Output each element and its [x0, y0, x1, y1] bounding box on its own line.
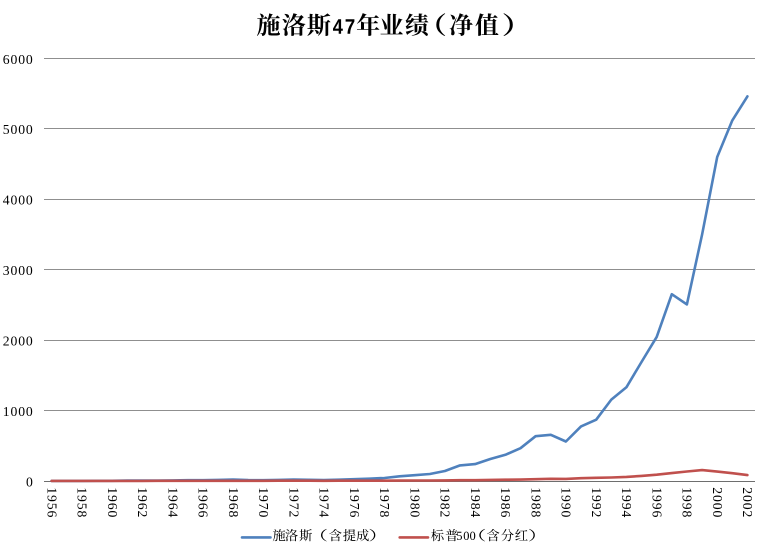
- svg-text:1968: 1968: [226, 487, 241, 518]
- svg-text:1994: 1994: [619, 487, 634, 518]
- svg-text:6000: 6000: [3, 52, 34, 67]
- svg-text:1998: 1998: [680, 487, 695, 518]
- svg-text:0: 0: [26, 474, 34, 489]
- svg-text:1980: 1980: [407, 487, 422, 518]
- svg-text:1964: 1964: [165, 487, 180, 518]
- svg-text:1962: 1962: [135, 487, 150, 518]
- svg-text:1986: 1986: [498, 487, 513, 518]
- svg-text:5000: 5000: [3, 122, 34, 137]
- svg-text:1982: 1982: [438, 487, 453, 518]
- svg-text:1988: 1988: [528, 487, 543, 518]
- svg-text:1960: 1960: [105, 487, 120, 518]
- svg-text:1974: 1974: [317, 487, 332, 518]
- svg-text:2002: 2002: [740, 487, 755, 518]
- svg-text:1966: 1966: [196, 487, 211, 518]
- svg-text:4000: 4000: [3, 193, 34, 208]
- svg-text:1972: 1972: [286, 487, 301, 518]
- svg-text:1992: 1992: [589, 487, 604, 518]
- svg-text:2000: 2000: [710, 487, 725, 518]
- svg-text:1958: 1958: [75, 487, 90, 518]
- svg-text:1000: 1000: [3, 404, 34, 419]
- svg-text:1970: 1970: [256, 487, 271, 518]
- svg-text:1984: 1984: [468, 487, 483, 518]
- svg-text:1990: 1990: [559, 487, 574, 518]
- svg-text:2000: 2000: [3, 334, 34, 349]
- svg-text:1976: 1976: [347, 487, 362, 518]
- svg-text:1996: 1996: [649, 487, 664, 518]
- svg-text:1956: 1956: [44, 487, 59, 518]
- svg-text:1978: 1978: [377, 487, 392, 518]
- svg-text:3000: 3000: [3, 263, 34, 278]
